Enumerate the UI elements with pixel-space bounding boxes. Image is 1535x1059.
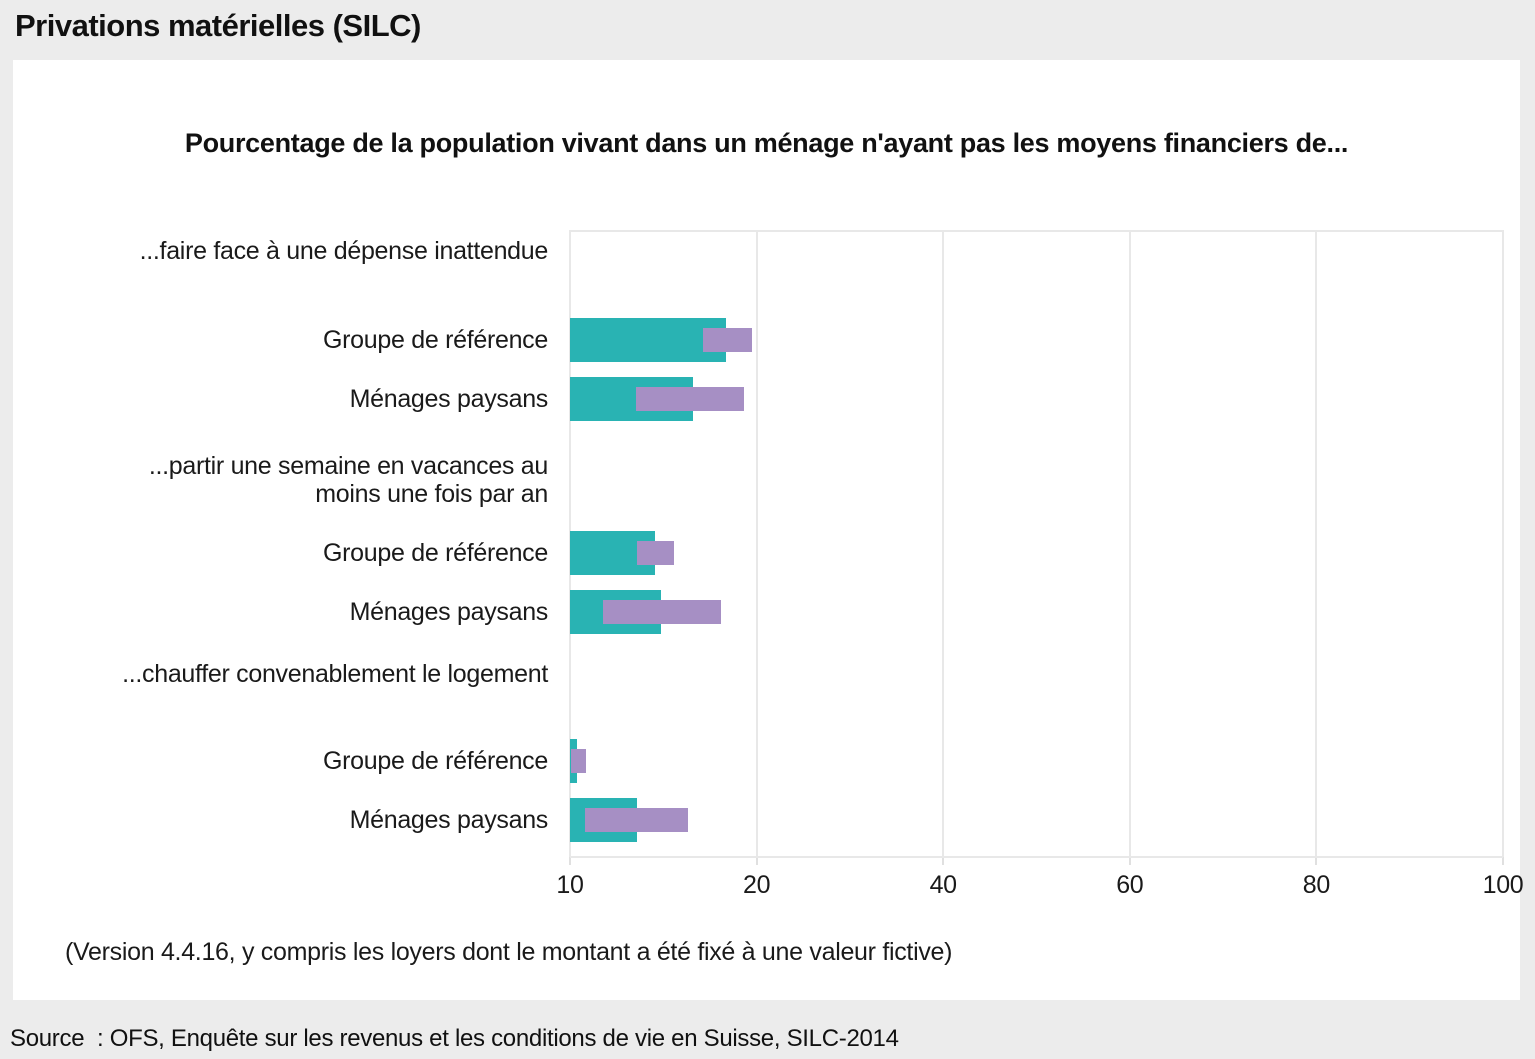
confidence-interval-bar <box>703 328 752 352</box>
axis-tick <box>1128 857 1131 865</box>
estimate-bar <box>570 318 726 362</box>
x-tick-label: 10 <box>556 871 584 899</box>
category-group-label: ...chauffer convenablement le logement <box>122 660 548 688</box>
category-group-label: moins une fois par an <box>315 480 548 508</box>
row-label: Ménages paysans <box>349 598 549 626</box>
axis-tick <box>1502 857 1504 865</box>
confidence-interval-bar <box>602 600 722 624</box>
plot-top-border <box>570 230 1503 232</box>
x-tick-label: 80 <box>1302 871 1331 899</box>
plot-area: 10 20 40 60 80 100 <box>556 230 1524 899</box>
confidence-interval-bar <box>584 808 689 832</box>
category-group-label: ...partir une semaine en vacances au <box>148 452 548 480</box>
axis-tick <box>569 857 571 865</box>
axis-tick <box>942 857 945 865</box>
gridline <box>755 230 758 857</box>
x-tick-label: 60 <box>1116 871 1144 899</box>
x-tick-label: 20 <box>742 871 771 899</box>
source-line: Source : OFS, Enquête sur les revenus et… <box>10 1025 899 1052</box>
gridline <box>942 230 945 857</box>
axis-tick <box>1315 857 1318 865</box>
confidence-interval-bar <box>570 749 586 773</box>
x-tick-label: 40 <box>929 871 958 899</box>
plot-bottom-border <box>570 856 1503 858</box>
gridline <box>1128 230 1131 857</box>
row-label: Ménages paysans <box>349 385 549 413</box>
x-tick-label: 100 <box>1482 871 1524 899</box>
confidence-interval-bar <box>636 387 745 411</box>
chart-title: Pourcentage de la population vivant dans… <box>184 128 1349 158</box>
category-labels-column: ...faire face à une dépense inattendue Gr… <box>13 60 548 1000</box>
chart-panel: Pourcentage de la population vivant dans… <box>13 60 1524 1000</box>
row-label: Groupe de référence <box>322 747 548 775</box>
row-label: Groupe de référence <box>322 539 548 567</box>
category-group-label: ...faire face à une dépense inattendue <box>139 237 549 265</box>
chart-footnote: (Version 4.4.16, y compris les loyers do… <box>65 938 953 966</box>
gridline <box>1315 230 1318 857</box>
row-label: Ménages paysans <box>349 806 549 834</box>
page-title: Privations matérielles (SILC) <box>15 8 421 43</box>
row-label: Groupe de référence <box>322 326 548 354</box>
gridline <box>1502 230 1504 857</box>
axis-tick <box>755 857 758 865</box>
confidence-interval-bar <box>637 541 675 565</box>
